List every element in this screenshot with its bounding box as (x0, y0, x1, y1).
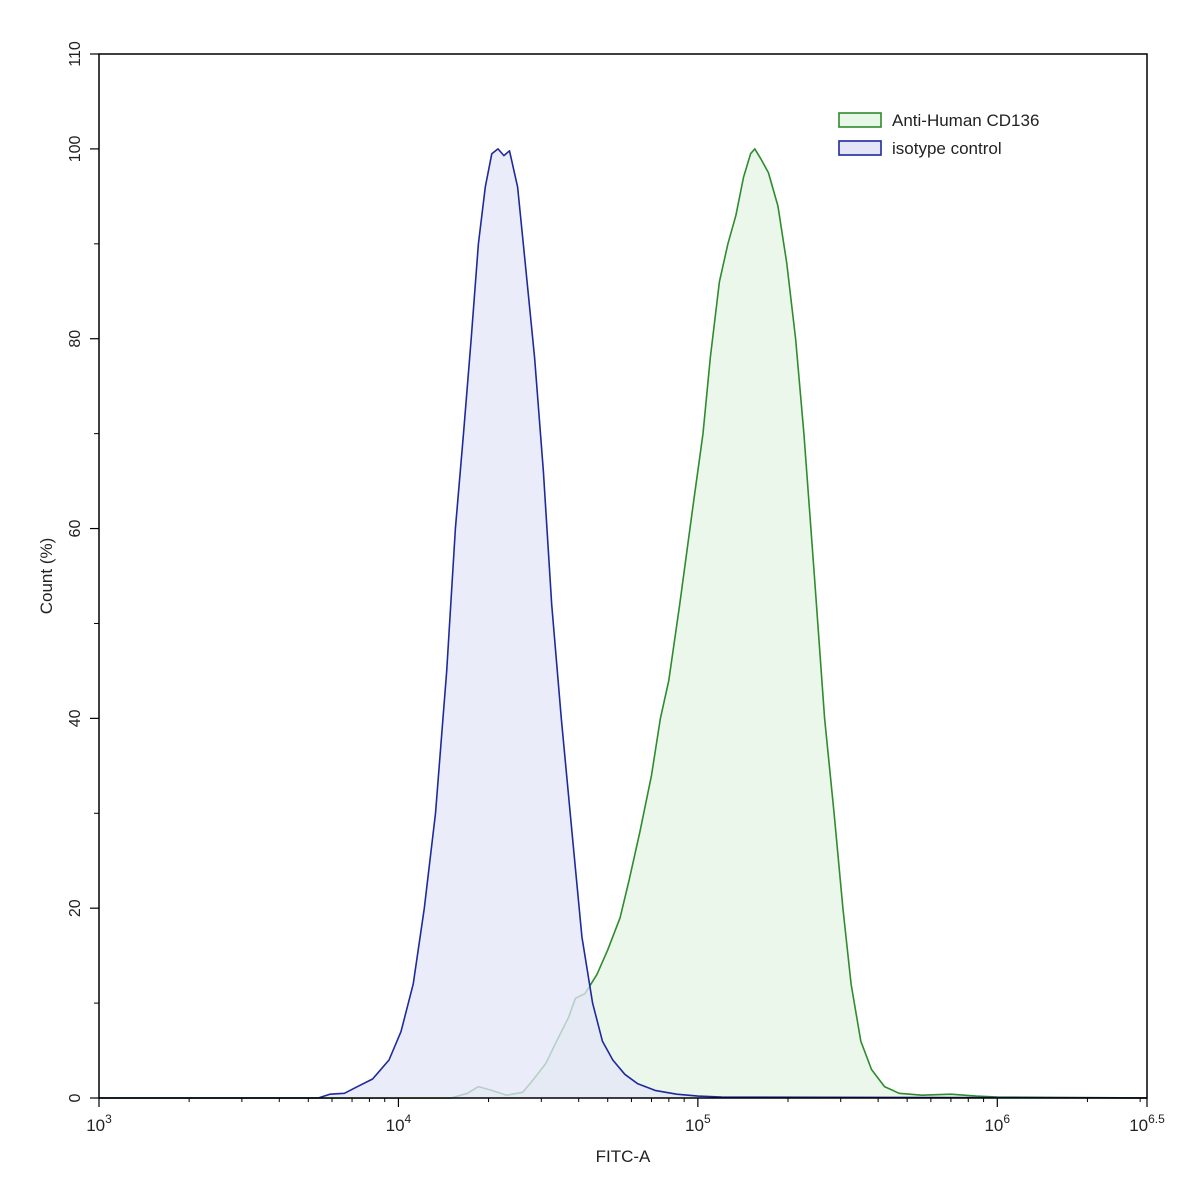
legend-swatch-isotype-control (838, 140, 882, 156)
x-tick-label: 106 (984, 1112, 1010, 1135)
y-tick-label: 60 (67, 520, 84, 538)
series-fill-anti-human-cd136 (99, 148, 1147, 1098)
axes: 0 20 40 60 80 100 110 103 104 105 106 106.5 (67, 41, 1165, 1135)
y-axis-label: Count (%) (37, 538, 56, 615)
y-tick-label: 0 (67, 1093, 84, 1102)
y-tick-label: 100 (67, 135, 84, 162)
y-tick-label: 40 (67, 709, 84, 727)
legend-label-isotype-control: isotype control (892, 139, 1002, 158)
x-tick-label: 104 (386, 1112, 412, 1135)
plot-area (99, 148, 1148, 1099)
x-axis-label: FITC-A (596, 1147, 651, 1166)
x-tick-label: 103 (86, 1112, 112, 1135)
legend-swatch-anti-human-cd136 (838, 112, 882, 128)
x-tick-label: 106.5 (1129, 1112, 1165, 1135)
plot-frame (98, 53, 1148, 1099)
y-tick-label: 20 (67, 899, 84, 917)
y-tick-label: 80 (67, 330, 84, 348)
legend: Anti-Human CD136 isotype control (838, 111, 1039, 158)
legend-label-anti-human-cd136: Anti-Human CD136 (892, 111, 1039, 130)
x-tick-label: 105 (685, 1112, 711, 1135)
y-tick-label: 110 (67, 41, 84, 67)
series-line-isotype-control (99, 148, 1148, 1099)
